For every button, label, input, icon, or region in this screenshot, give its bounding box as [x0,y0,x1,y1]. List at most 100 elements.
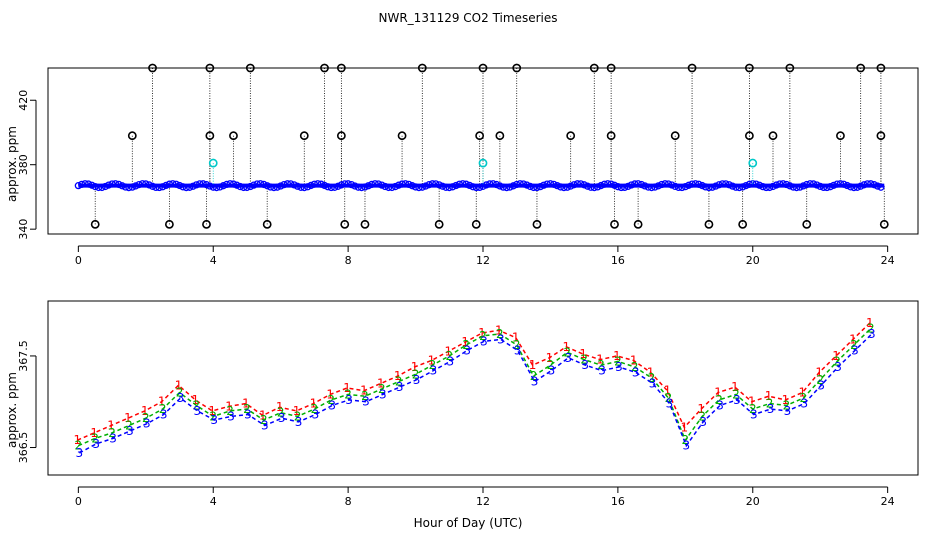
series-point-label: 2 [176,386,184,400]
x-tick-label: 16 [611,254,625,267]
series-point-label: 1 [731,380,739,394]
series-point-label: 3 [598,364,606,378]
series-point-label: 1 [529,358,537,372]
series-point-label: 1 [192,393,200,407]
series-point-label: 2 [378,382,386,396]
outlier-point [320,63,329,73]
series-point-label: 2 [547,358,555,372]
series-point-label: 2 [867,321,875,335]
series-point-label: 1 [714,386,722,400]
series-line [77,322,871,441]
x-tick-label: 8 [345,495,352,508]
series-point-label: 1 [225,399,233,413]
series-point-label: 1 [208,404,216,418]
series-point-label: 1 [849,332,857,346]
x-tick-label: 4 [210,495,217,508]
series-point-label: 3 [480,334,488,348]
series-point-label: 3 [295,415,303,429]
outlier-point [606,63,616,73]
outlier-point [704,219,714,229]
series-point-label: 2 [715,393,723,407]
outlier-point [768,131,778,141]
outlier-point [744,63,754,73]
y-tick-label: 367.5 [17,340,30,372]
series-point-label: 3 [750,408,758,422]
series-point-label: 1 [461,335,469,349]
series-point-label: 2 [311,402,319,416]
outlier-point [802,219,812,229]
outlier-point [566,131,576,141]
series-point-label: 3 [683,439,691,453]
series-point-label: 1 [141,404,149,418]
series-point-label: 2 [395,375,403,389]
series-point-label: 2 [361,389,369,403]
series-point-label: 3 [160,408,168,422]
outlier-point [744,131,754,141]
outlier-point [90,219,100,229]
series-point-label: 3 [430,364,438,378]
series-point-label: 3 [834,360,842,374]
series-point-label: 3 [784,404,792,418]
series-point-label: 3 [177,391,185,405]
bottom-ylabel: approx. ppm [5,372,19,448]
series-point-label: 2 [479,329,487,343]
series-point-label: 3 [210,413,218,427]
x-tick-label: 8 [345,254,352,267]
outlier-point [836,131,845,141]
y-tick-label: 380 [17,154,30,175]
series-point-label: 2 [412,367,420,381]
series-point-label: 2 [294,409,302,423]
x-tick-label: 4 [210,254,217,267]
series-point-label: 1 [326,387,334,401]
outlier-point [340,219,350,229]
series-point-label: 3 [615,360,623,374]
outlier-point [245,63,255,73]
series-point-label: 3 [632,365,640,379]
series-point-label: 1 [293,404,301,418]
outlier-point [205,63,215,73]
series-point-label: 1 [596,353,604,367]
top-ylabel: approx. ppm [5,126,19,202]
series-point-label: 2 [91,431,99,445]
series-point-label: 1 [175,378,183,392]
flagged-point [748,158,758,168]
series-point-label: 1 [630,354,638,368]
outlier-point [606,131,616,141]
series-point-label: 3 [345,393,353,407]
outlier-point [785,63,795,73]
series-point-label: 2 [193,398,201,412]
outlier-point [205,131,215,141]
series-point-label: 2 [648,371,656,385]
series-point-label: 2 [833,354,841,368]
series-point-label: 1 [242,397,250,411]
outlier-point [360,219,370,229]
series-point-label: 2 [850,338,858,352]
series-point-label: 2 [766,397,774,411]
series-point-label: 3 [548,364,556,378]
x-tick-label: 20 [746,254,760,267]
outlier-point [229,131,238,141]
series-point-label: 2 [665,391,673,405]
outlier-point [471,219,481,229]
outlier-point [148,63,157,73]
outlier-point [512,63,522,73]
series-point-label: 3 [514,343,522,357]
series-point-label: 1 [411,360,419,374]
series-point-label: 1 [259,408,267,422]
series-point-label: 3 [396,380,404,394]
y-tick-label: 420 [17,90,30,111]
series-point-label: 1 [495,323,503,337]
series-point-label: 3 [497,332,505,346]
series-point-label: 1 [276,400,284,414]
series-point-label: 2 [462,338,470,352]
series-point-label: 3 [463,343,471,357]
series-point-label: 1 [158,395,166,409]
series-point-label: 2 [614,354,622,368]
series-point-label: 2 [260,413,268,427]
series-point-label: 2 [429,358,437,372]
outlier-point [876,131,886,141]
outlier-point [876,63,886,73]
series-point-label: 3 [581,358,589,372]
series-point-label: 2 [513,338,521,352]
series-point-label: 3 [362,395,370,409]
